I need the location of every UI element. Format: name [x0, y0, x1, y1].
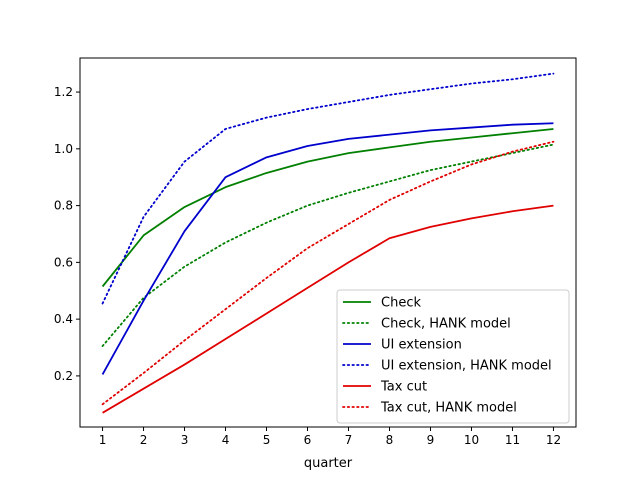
y-tick-label: 1.0 — [54, 142, 73, 156]
series-line-tax-cut — [102, 204, 554, 414]
series-line-ui-extension-hank-model — [101, 72, 555, 305]
series-line-tax-cut-hank-model — [101, 140, 555, 406]
legend-label-tax-cut-hank-model: Tax cut, HANK model — [380, 401, 517, 416]
x-tick-label: 11 — [505, 433, 520, 447]
y-axis: 0.2 0.4 0.6 0.8 1.0 1.2 — [54, 85, 80, 383]
x-tick-label: 8 — [386, 433, 394, 447]
x-tick-label: 3 — [181, 433, 189, 447]
series-line-check-hank-model — [101, 143, 555, 348]
x-tick-label: 12 — [546, 433, 561, 447]
plot-frame — [79, 57, 577, 428]
x-tick-label: 2 — [140, 433, 148, 447]
series-line-ui-extension — [101, 122, 554, 375]
x-tick-label: 5 — [263, 433, 271, 447]
x-tick-label: 7 — [345, 433, 353, 447]
y-tick-label: 0.8 — [54, 199, 73, 213]
y-tick-label: 0.4 — [54, 312, 73, 326]
y-tick-label: 1.2 — [54, 85, 73, 99]
legend-label-ui-extension: UI extension — [381, 338, 462, 353]
y-tick-label: 0.6 — [54, 255, 73, 269]
series-layer — [101, 72, 555, 414]
x-tick-label: 10 — [464, 433, 479, 447]
legend-box — [336, 289, 570, 424]
legend-label-check: Check — [381, 296, 421, 311]
x-axis: 1 2 3 4 5 6 7 8 9 10 11 12 — [99, 427, 561, 447]
x-tick-label: 4 — [222, 433, 230, 447]
x-axis-label: quarter — [304, 456, 353, 471]
x-tick-label: 6 — [304, 433, 312, 447]
legend-label-tax-cut: Tax cut — [380, 380, 427, 395]
legend-label-check-hank-model: Check, HANK model — [381, 317, 511, 332]
x-tick-label: 9 — [427, 433, 435, 447]
legend: Check Check, HANK model UI extension UI ext… — [336, 289, 570, 424]
legend-label-ui-extension-hank-model: UI extension, HANK model — [381, 359, 552, 374]
series-line-check — [101, 128, 554, 288]
x-tick-label: 1 — [99, 433, 107, 447]
y-tick-label: 0.2 — [54, 369, 73, 383]
